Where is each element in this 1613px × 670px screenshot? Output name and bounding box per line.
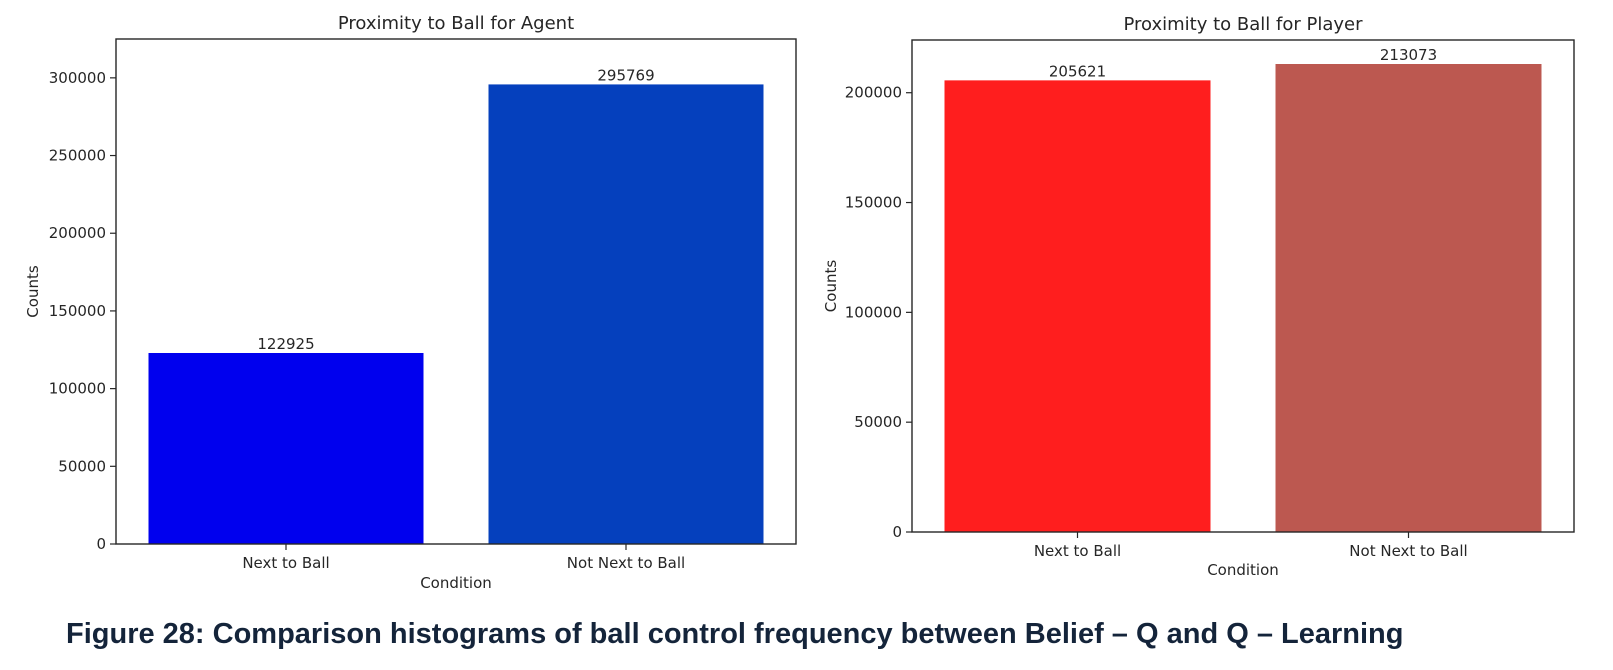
chart-title: Proximity to Ball for Agent	[338, 13, 574, 34]
y-tick-label: 200000	[845, 84, 902, 102]
y-tick-label: 150000	[845, 194, 902, 212]
y-tick-label: 250000	[49, 147, 106, 165]
x-tick-label: Next to Ball	[1034, 542, 1121, 560]
y-tick-label: 50000	[854, 413, 902, 431]
x-axis-label: Condition	[420, 574, 492, 592]
bar-value-label: 122925	[257, 335, 314, 353]
figure-caption: Figure 28: Comparison histograms of ball…	[66, 618, 1404, 650]
y-tick-label: 100000	[49, 380, 106, 398]
y-tick-label: 300000	[49, 69, 106, 87]
bar-value-label: 205621	[1049, 62, 1106, 80]
bar	[1275, 64, 1542, 533]
chart-title: Proximity to Ball for Player	[1123, 14, 1363, 35]
bar-value-label: 213073	[1380, 46, 1437, 64]
y-axis-label: Counts	[822, 260, 840, 313]
x-axis-label: Condition	[1207, 561, 1279, 579]
bar	[488, 84, 764, 545]
bar	[148, 352, 424, 544]
y-tick-label: 150000	[49, 302, 106, 320]
x-tick-label: Next to Ball	[242, 554, 329, 572]
y-tick-label: 0	[892, 523, 902, 541]
x-tick-label: Not Next to Ball	[1349, 542, 1467, 560]
bar	[944, 80, 1211, 532]
y-axis-label: Counts	[24, 265, 42, 318]
y-tick-label: 0	[96, 535, 106, 553]
x-tick-label: Not Next to Ball	[567, 554, 685, 572]
y-tick-label: 200000	[49, 224, 106, 242]
figure-charts: 122925 Next to Ball 295769 Not Next to Ball…	[24, 13, 1575, 592]
y-tick-label: 100000	[845, 303, 902, 321]
bar-value-label: 295769	[597, 66, 654, 84]
plot-frame	[911, 39, 1575, 533]
y-tick-label: 50000	[58, 457, 106, 475]
plot-frame	[115, 38, 797, 545]
